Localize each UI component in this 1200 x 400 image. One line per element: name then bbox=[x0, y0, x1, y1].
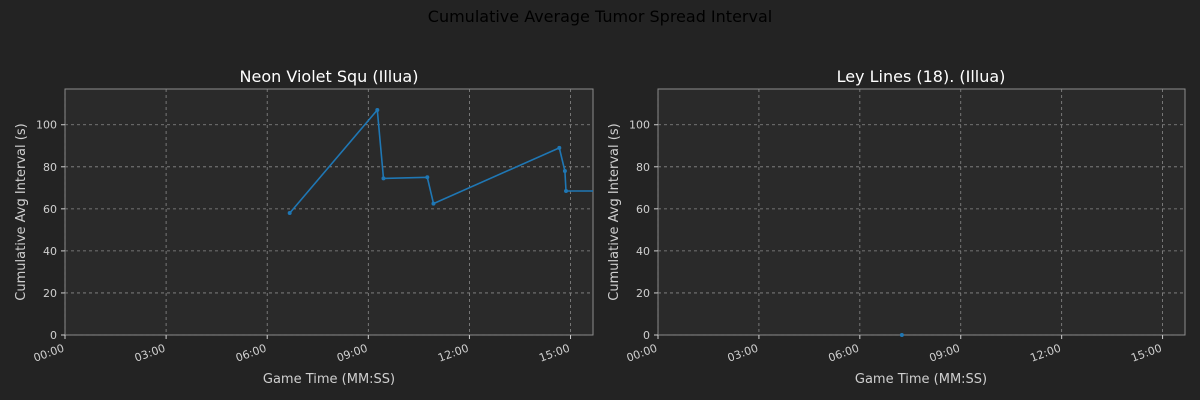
y-tick-label: 40 bbox=[43, 245, 57, 258]
y-tick-label: 80 bbox=[636, 161, 650, 174]
plot-area bbox=[657, 88, 1186, 336]
plot-area bbox=[64, 88, 594, 336]
data-point bbox=[564, 188, 569, 193]
x-axis-label: Game Time (MM:SS) bbox=[263, 372, 395, 387]
chart-title: Neon Violet Squ (Illua) bbox=[240, 67, 419, 86]
y-tick-label: 100 bbox=[629, 119, 650, 132]
data-point bbox=[431, 201, 436, 206]
x-tick-label: 12:00 bbox=[1028, 342, 1062, 365]
x-tick-label: 03:00 bbox=[133, 342, 167, 365]
x-axis-label: Game Time (MM:SS) bbox=[855, 372, 987, 387]
x-tick-label: 03:00 bbox=[726, 342, 760, 365]
x-tick-label: 06:00 bbox=[234, 342, 268, 365]
x-tick-label: 15:00 bbox=[1129, 342, 1163, 365]
x-tick-label: 06:00 bbox=[827, 342, 861, 365]
y-tick-label: 80 bbox=[43, 161, 57, 174]
y-tick-label: 20 bbox=[43, 287, 57, 300]
x-tick-label: 09:00 bbox=[335, 342, 369, 365]
y-tick-label: 60 bbox=[43, 203, 57, 216]
chart-panel-right: Ley Lines (18). (Illua) Game Time (MM:SS… bbox=[607, 67, 1186, 387]
y-axis-label: Cumulative Avg Interval (s) bbox=[607, 123, 622, 300]
data-point bbox=[425, 175, 430, 180]
y-tick-label: 20 bbox=[636, 287, 650, 300]
y-tick-label: 0 bbox=[643, 329, 650, 342]
y-tick-label: 100 bbox=[36, 119, 57, 132]
chart-panel-left: Neon Violet Squ (Illua) Game Time (MM:SS… bbox=[14, 67, 594, 387]
data-point bbox=[375, 108, 380, 113]
data-point bbox=[557, 145, 562, 150]
x-tick-label: 09:00 bbox=[928, 342, 962, 365]
x-tick-label: 15:00 bbox=[537, 342, 571, 365]
y-tick-label: 40 bbox=[636, 245, 650, 258]
data-point bbox=[287, 211, 292, 216]
x-tick-label: 12:00 bbox=[436, 342, 470, 365]
x-tick-label: 00:00 bbox=[32, 342, 66, 365]
chart-title: Ley Lines (18). (Illua) bbox=[837, 67, 1006, 86]
y-tick-label: 0 bbox=[50, 329, 57, 342]
data-point bbox=[562, 169, 567, 173]
figure-suptitle: Cumulative Average Tumor Spread Interval bbox=[428, 7, 772, 26]
y-tick-label: 60 bbox=[636, 203, 650, 216]
data-point bbox=[899, 333, 904, 337]
y-axis-label: Cumulative Avg Interval (s) bbox=[14, 123, 29, 300]
data-point bbox=[381, 176, 386, 181]
x-tick-label: 00:00 bbox=[625, 342, 659, 365]
